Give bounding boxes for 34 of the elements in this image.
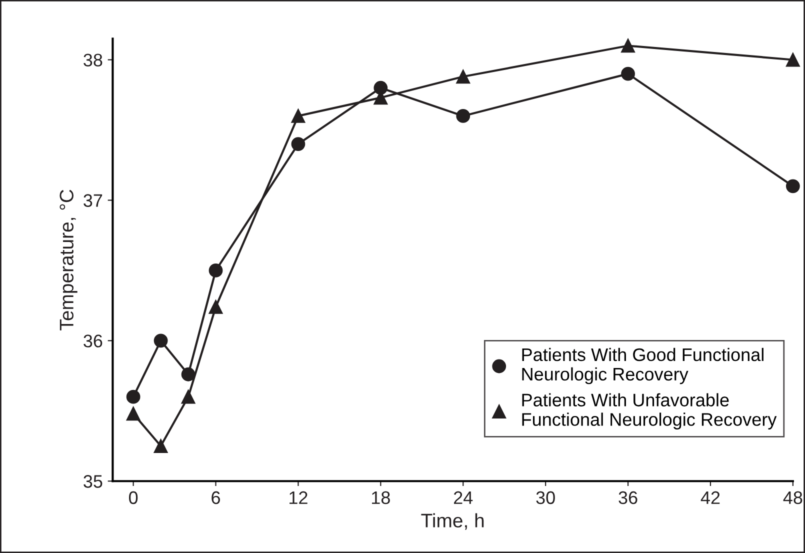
legend-label: Patients With Unfavorable Functional Neurologic Recovery: [522, 393, 777, 430]
x-tick-label: 18: [372, 491, 390, 504]
point: [208, 264, 223, 278]
point: [786, 179, 800, 194]
x-tick-label: 0: [129, 491, 138, 504]
legend-label: Patients With Good Functional Neurologic Recovery: [522, 348, 764, 384]
x-tick-label: 6: [212, 491, 220, 504]
point: [456, 109, 470, 123]
point: [126, 406, 140, 421]
point: [154, 334, 168, 348]
point: [291, 109, 306, 123]
point: [456, 70, 470, 84]
point: [621, 38, 635, 53]
point: [621, 66, 635, 81]
point: [181, 390, 196, 404]
point: [208, 300, 223, 314]
x-tick-label: 48: [783, 491, 802, 504]
point: [126, 390, 140, 404]
y-tick-label: 36: [84, 334, 102, 348]
x-tick-label: 24: [454, 491, 473, 504]
point: [154, 439, 168, 453]
y-axis-title: Temperature, °C: [60, 190, 78, 330]
x-tick-label: 42: [700, 491, 720, 504]
x-axis-title: Time, h: [421, 513, 484, 530]
x-tick-label: 30: [536, 491, 555, 504]
point: [291, 137, 306, 151]
point: [786, 52, 800, 67]
x-tick-label: 36: [618, 491, 638, 504]
y-tick-label: 38: [84, 54, 102, 66]
y-tick-label: 37: [84, 194, 102, 207]
y-tick-label: 35: [84, 475, 102, 488]
point: [181, 367, 196, 382]
point: [374, 80, 388, 95]
x-tick-label: 12: [290, 491, 308, 504]
